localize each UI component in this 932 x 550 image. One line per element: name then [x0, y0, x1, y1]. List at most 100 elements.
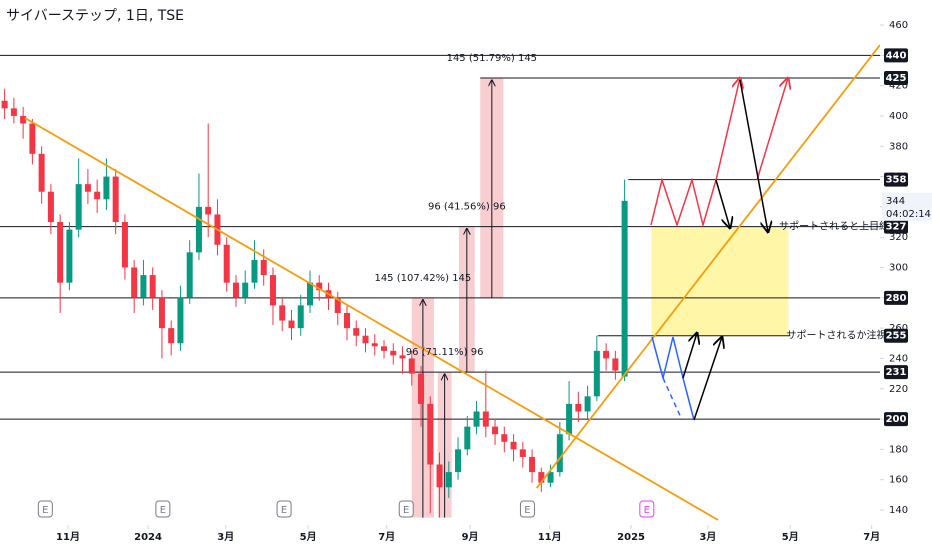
candle-body [251, 259, 258, 283]
candle-body [492, 426, 499, 435]
y-tick-label: 400 [889, 111, 908, 122]
bear-path [651, 336, 695, 421]
trendline [24, 117, 719, 521]
event-label: E [644, 505, 650, 516]
candle-body [436, 464, 443, 488]
bull-path [650, 78, 740, 228]
candle-body [362, 335, 369, 344]
candle-body [10, 108, 17, 116]
candle-body [575, 403, 582, 412]
candle-body [223, 244, 230, 283]
event-marker [639, 500, 655, 518]
price-tag-label: 344 [886, 196, 905, 207]
candle-body [445, 472, 452, 488]
candle-body [501, 434, 508, 442]
note: サポートされると上目線 [779, 220, 889, 233]
measure-label: 96 (41.56%) 96 [428, 202, 506, 213]
candle-body [84, 184, 91, 192]
scenario-drawings [650, 78, 788, 421]
level-tag-label: 255 [886, 331, 907, 342]
candle-body [205, 206, 212, 215]
candle-body [57, 222, 64, 283]
level-tag-label: 200 [886, 414, 907, 425]
candle-body [186, 252, 193, 298]
level-tag-label: 231 [886, 367, 907, 378]
x-tick-label: 9月 [462, 531, 479, 543]
countdown: 04:02:14 [886, 209, 931, 220]
level-tag [884, 412, 908, 427]
candle-body [418, 373, 425, 404]
candle-body [547, 472, 554, 483]
candle-body [288, 320, 295, 329]
candle-body [297, 305, 304, 329]
candle-body [1, 100, 8, 109]
level-tag [884, 71, 908, 86]
candle-body [316, 282, 323, 291]
y-tick-label: 160 [889, 475, 908, 486]
y-tick-label: 220 [889, 384, 908, 395]
price-tag [882, 192, 932, 221]
candle-body [168, 328, 175, 344]
candle-body [158, 297, 165, 329]
candle-body [621, 200, 628, 377]
candle-body [612, 358, 619, 371]
event-marker [276, 500, 292, 518]
candle-body [103, 176, 110, 200]
x-tick-label: 3月 [217, 531, 234, 543]
y-tick-label: 460 [889, 20, 908, 31]
measure-label: 96 (71.11%) 96 [406, 347, 484, 358]
candle-body [47, 191, 54, 223]
candle-body [603, 350, 610, 359]
candle-body [381, 346, 388, 351]
candle-body [584, 396, 591, 412]
candle-body [232, 282, 239, 298]
candle-body [334, 297, 341, 313]
x-tick-label: 11月 [538, 531, 562, 543]
x-tick-label: 5月 [782, 531, 799, 543]
level-tag [884, 219, 908, 234]
candle-body [177, 297, 184, 344]
level-tag-label: 440 [886, 50, 907, 61]
candle-body [510, 441, 517, 450]
candle-body [121, 222, 128, 268]
candle-body [399, 355, 406, 359]
candle-body [66, 229, 73, 283]
x-tick-label: 7月 [863, 531, 880, 543]
candle-body [149, 275, 156, 298]
candle-body [408, 358, 415, 374]
candle-body [593, 350, 600, 397]
level-tag [884, 172, 908, 187]
candle-body [140, 275, 147, 298]
y-tick-label: 380 [889, 141, 908, 152]
candle-body [371, 343, 378, 347]
candle-body [94, 191, 101, 200]
pullback-arrow [715, 179, 730, 228]
level-tag [884, 365, 908, 380]
x-tick-label: 3月 [699, 531, 716, 543]
candle-body [29, 123, 36, 154]
x-tick-label: 7月 [378, 531, 395, 543]
bear-path [662, 377, 683, 421]
candle-body [473, 411, 480, 427]
event-marker [37, 500, 53, 518]
event-label: E [524, 505, 530, 516]
candle-body [455, 449, 462, 473]
candle-body [260, 259, 267, 276]
x-tick-label: 11月 [56, 531, 80, 543]
y-tick-label: 260 [889, 323, 908, 334]
candle-body [242, 282, 249, 298]
support-zone [651, 226, 789, 336]
x-tick-label: 2025 [617, 532, 645, 543]
candle-body [519, 449, 526, 457]
candle-body [131, 267, 138, 298]
y-tick-label: 300 [889, 263, 908, 274]
level-tag [884, 48, 908, 63]
bull-path [756, 78, 788, 181]
candle-body [112, 176, 119, 223]
candle-body [279, 305, 286, 321]
chart-title: サイバーステップ, 1日, TSE [6, 8, 184, 24]
candle-body [344, 312, 351, 329]
candle-body [566, 403, 573, 435]
rebound-arrow [693, 337, 722, 421]
